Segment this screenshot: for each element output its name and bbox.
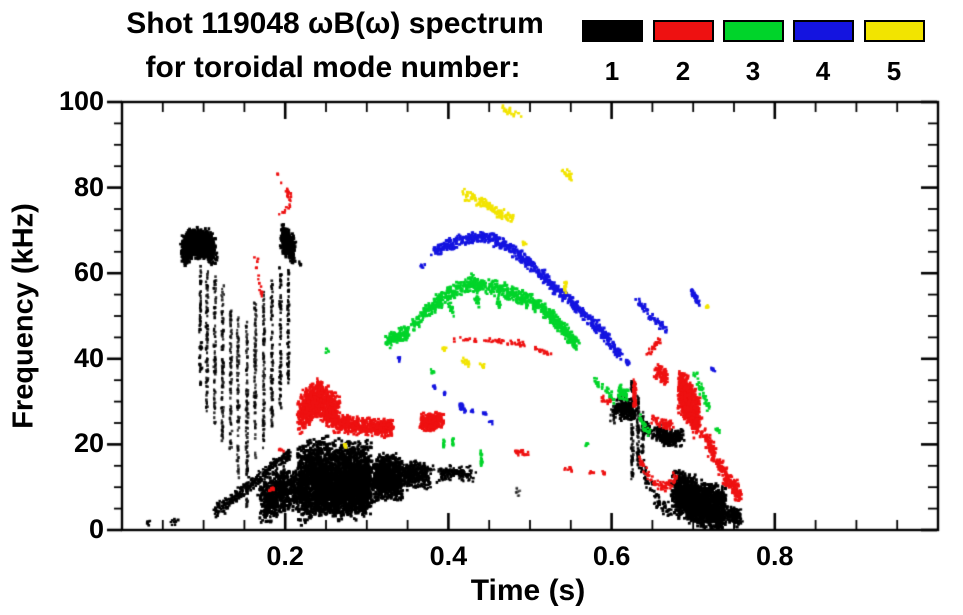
legend-swatch-mode-3 (723, 20, 784, 42)
x-tick-label-0.2: 0.2 (266, 541, 304, 571)
legend-label-mode-4: 4 (815, 56, 831, 86)
chart-subtitle: for toroidal mode number: (145, 51, 521, 84)
x-tick-label-0.4: 0.4 (429, 541, 468, 571)
x-axis-title: Time (s) (470, 574, 586, 607)
legend-label-mode-3: 3 (745, 56, 761, 86)
legend-swatch-mode-1 (582, 20, 643, 42)
x-tick-label-0.8: 0.8 (756, 541, 794, 571)
legend-label-mode-1: 1 (604, 56, 620, 86)
x-tick-label-0.6: 0.6 (592, 541, 631, 571)
y-axis-title: Frequency (kHz) (7, 203, 40, 429)
y-tick-label-20: 20 (73, 428, 104, 459)
y-tick-label-40: 40 (73, 342, 104, 373)
y-tick-label-60: 60 (73, 257, 104, 288)
y-tick-label-80: 80 (73, 171, 104, 202)
legend-swatch-mode-5 (864, 20, 925, 42)
chart-title: Shot 119048 ωB(ω) spectrum (126, 7, 544, 40)
y-tick-label-100: 100 (58, 85, 104, 116)
legend-label-mode-5: 5 (886, 56, 902, 86)
legend-label-mode-2: 2 (675, 56, 691, 86)
legend-swatch-mode-2 (653, 20, 714, 42)
y-tick-label-0: 0 (88, 513, 104, 544)
legend-swatch-mode-4 (793, 20, 854, 42)
